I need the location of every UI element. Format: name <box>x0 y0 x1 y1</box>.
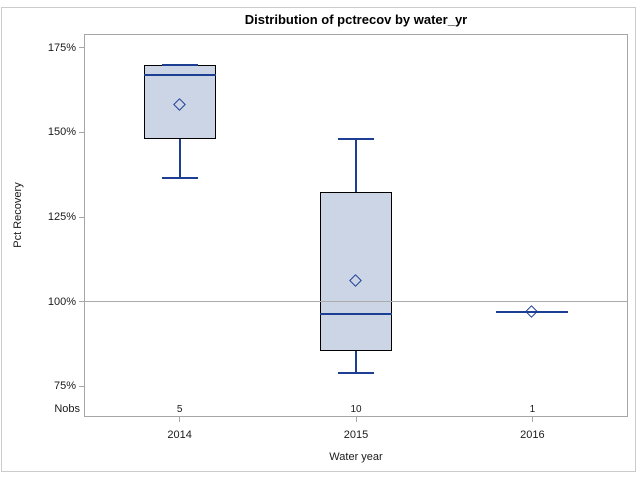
box-iqr <box>320 191 392 351</box>
chart-title: Distribution of pctrecov by water_yr <box>244 12 468 27</box>
y-tick-mark <box>79 216 84 218</box>
x-tick-mark <box>531 417 533 422</box>
y-tick-label: 125% <box>47 211 76 224</box>
y-tick-label: 100% <box>47 295 76 308</box>
x-tick-label: 2014 <box>167 429 192 441</box>
whisker-cap-lower <box>161 177 198 180</box>
y-tick-mark <box>79 47 84 49</box>
y-tick-label: 75% <box>53 380 76 393</box>
whisker-stem-lower <box>178 139 181 179</box>
refline <box>85 301 627 303</box>
x-axis-label: Water year <box>329 451 383 463</box>
whisker-cap-upper <box>161 63 198 66</box>
y-tick-mark <box>79 301 84 303</box>
y-tick-label: 175% <box>47 41 76 54</box>
y-tick-label: 150% <box>47 126 76 139</box>
whisker-cap-lower <box>338 371 374 374</box>
whisker-stem-upper <box>355 139 357 192</box>
x-tick-label: 2016 <box>520 429 545 441</box>
whisker-stem-lower <box>355 350 357 373</box>
nobs-value: 10 <box>350 404 362 415</box>
nobs-value: 1 <box>529 404 536 415</box>
y-tick-mark <box>79 385 84 387</box>
y-axis-label: Pct Recovery <box>12 182 24 248</box>
nobs-row-label: Nobs <box>54 403 80 415</box>
x-tick-label: 2015 <box>343 429 369 441</box>
x-tick-mark <box>179 417 181 422</box>
whisker-cap-upper <box>338 138 374 141</box>
median-line <box>320 312 392 315</box>
median-line <box>143 73 216 76</box>
x-tick-mark <box>355 417 357 422</box>
median-line <box>496 310 569 313</box>
box-iqr <box>143 64 216 140</box>
y-tick-mark <box>79 131 84 133</box>
nobs-value: 5 <box>176 404 183 415</box>
